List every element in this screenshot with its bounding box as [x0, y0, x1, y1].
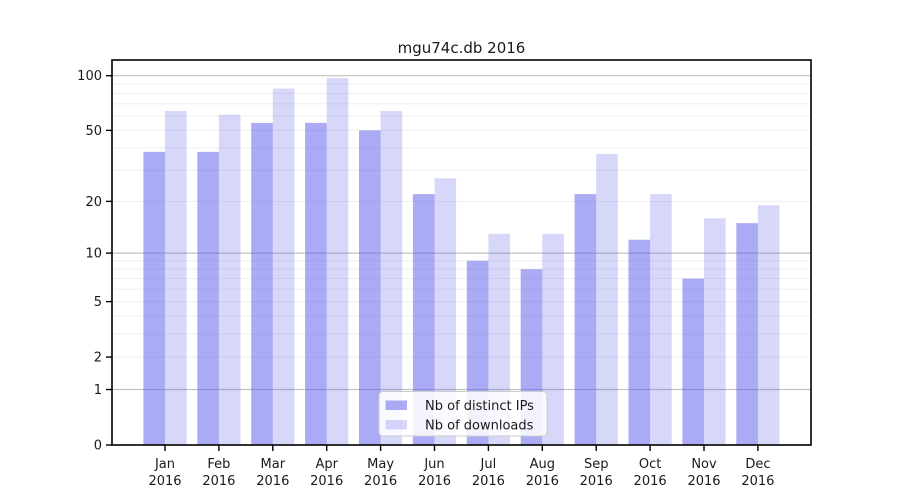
legend-swatch-nb-of-distinct-ips [385, 400, 407, 410]
bar-nb-of-distinct-ips-oct [628, 239, 651, 445]
bar-nb-of-downloads-aug [542, 233, 564, 445]
bar-nb-of-downloads-nov [704, 218, 726, 445]
bar-nb-of-downloads-mar [272, 88, 295, 445]
x-tick-label-dec-year: 2016 [741, 474, 774, 489]
y-tick-label-50: 50 [85, 124, 102, 139]
x-tick-label-mar-year: 2016 [256, 474, 289, 489]
bar-nb-of-distinct-ips-may [359, 130, 381, 446]
y-tick-label-1: 1 [94, 383, 102, 398]
bar-nb-of-distinct-ips-sep [574, 194, 597, 445]
legend-label-nb-of-distinct-ips: Nb of distinct IPs [425, 399, 534, 414]
x-tick-label-sep-month: Sep [584, 457, 609, 472]
x-tick-label-jul-month: Jul [480, 457, 497, 472]
y-tick-label-0: 0 [94, 439, 102, 454]
x-tick-label-mar-month: Mar [261, 457, 286, 472]
legend-label-nb-of-downloads: Nb of downloads [425, 418, 534, 433]
x-tick-label-jul-year: 2016 [472, 474, 505, 489]
bar-nb-of-downloads-feb [218, 114, 241, 445]
x-tick-label-dec-month: Dec [745, 457, 770, 472]
bar-nb-of-distinct-ips-mar [251, 122, 273, 445]
x-tick-label-may-year: 2016 [364, 474, 397, 489]
bar-nb-of-downloads-oct [650, 194, 672, 445]
x-tick-label-jan-year: 2016 [148, 474, 181, 489]
y-tick-label-10: 10 [85, 247, 102, 262]
bar-nb-of-distinct-ips-apr [305, 122, 327, 445]
x-tick-label-oct-year: 2016 [634, 474, 667, 489]
x-tick-label-feb-month: Feb [207, 457, 230, 472]
chart-title: mgu74c.db 2016 [398, 39, 526, 57]
x-tick-label-feb-year: 2016 [202, 474, 235, 489]
y-tick-label-2: 2 [94, 351, 102, 366]
x-tick-label-aug-year: 2016 [526, 474, 559, 489]
legend-box [378, 391, 548, 437]
bar-nb-of-distinct-ips-nov [682, 278, 704, 445]
x-tick-label-nov-month: Nov [691, 457, 717, 472]
x-tick-label-aug-month: Aug [530, 457, 555, 472]
bar-nb-of-distinct-ips-jun [412, 194, 435, 445]
x-tick-label-may-month: May [367, 457, 394, 472]
bar-nb-of-downloads-may [380, 110, 403, 445]
x-tick-label-apr-year: 2016 [310, 474, 343, 489]
bar-nb-of-downloads-dec [757, 205, 780, 445]
legend-swatch-nb-of-downloads [385, 420, 407, 430]
bar-nb-of-downloads-jan [165, 110, 187, 445]
bar-nb-of-distinct-ips-dec [736, 223, 758, 445]
x-tick-label-jun-year: 2016 [418, 474, 451, 489]
x-tick-label-jun-month: Jun [423, 457, 444, 472]
y-tick-label-100: 100 [77, 69, 102, 84]
x-tick-label-sep-year: 2016 [580, 474, 613, 489]
y-tick-label-5: 5 [94, 295, 102, 310]
x-tick-label-apr-month: Apr [315, 457, 338, 472]
bar-nb-of-distinct-ips-feb [197, 151, 219, 446]
x-tick-label-oct-month: Oct [639, 457, 661, 472]
x-tick-label-nov-year: 2016 [687, 474, 720, 489]
bar-nb-of-downloads-apr [326, 78, 349, 446]
bar-nb-of-distinct-ips-jan [143, 151, 165, 446]
x-tick-label-jan-month: Jan [154, 457, 175, 472]
bar-nb-of-downloads-jun [434, 178, 457, 445]
bar-nb-of-downloads-sep [596, 153, 618, 446]
y-tick-label-20: 20 [85, 195, 102, 210]
